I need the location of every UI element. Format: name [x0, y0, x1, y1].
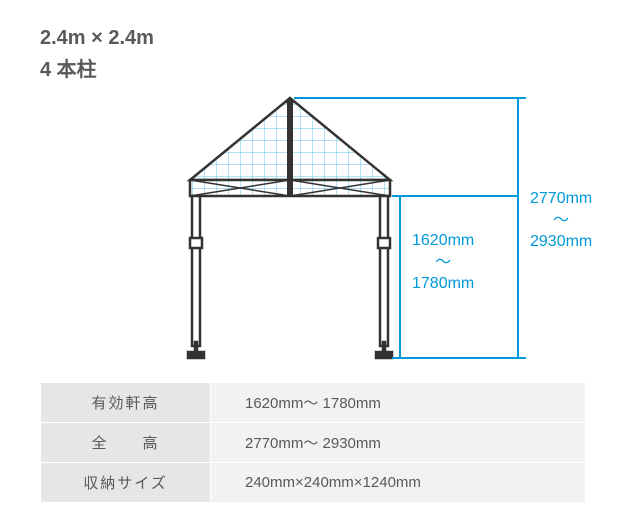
size-title: 2.4m × 2.4m [40, 22, 154, 54]
table-row: 収納サイズ 240mm×240mm×1240mm [41, 463, 586, 503]
row-label: 収納サイズ [41, 463, 211, 503]
table-row: 全 高 2770mm～ 2930mm [41, 423, 586, 463]
row-value: 2770mm～ 2930mm [211, 423, 586, 463]
product-header: 2.4m × 2.4m 4 本柱 [40, 22, 154, 86]
row-value: 240mm×240mm×1240mm [211, 463, 586, 503]
row-value: 1620mm～ 1780mm [211, 383, 586, 423]
spec-table: 有効軒高 1620mm～ 1780mm 全 高 2770mm～ 2930mm 収… [40, 382, 586, 503]
canopy [190, 98, 390, 196]
table-row: 有効軒高 1620mm～ 1780mm [41, 383, 586, 423]
tent-diagram: 1620mm ～ 1780mm 2770mm ～ 2930mm [0, 80, 628, 370]
eave-height-label: 1620mm ～ 1780mm [412, 230, 474, 295]
row-label: 有効軒高 [41, 383, 211, 423]
row-label: 全 高 [41, 423, 211, 463]
total-height-label: 2770mm ～ 2930mm [530, 188, 592, 253]
legs [188, 196, 392, 358]
